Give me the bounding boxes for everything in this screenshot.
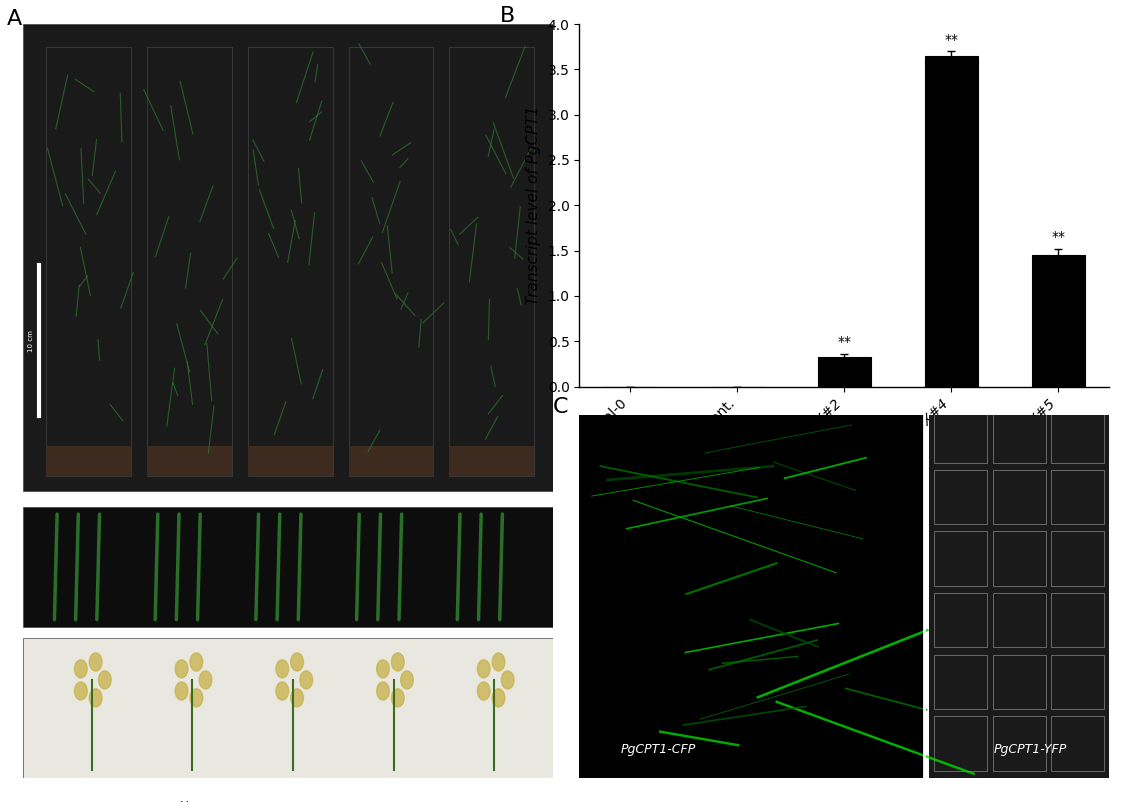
Circle shape xyxy=(377,682,389,700)
Text: **: ** xyxy=(1052,230,1065,245)
Circle shape xyxy=(401,671,413,689)
Circle shape xyxy=(478,660,490,678)
Circle shape xyxy=(199,671,212,689)
FancyBboxPatch shape xyxy=(23,24,552,492)
Text: PgCPT1-YFP: PgCPT1-YFP xyxy=(993,743,1066,756)
Circle shape xyxy=(75,660,87,678)
Circle shape xyxy=(492,653,505,671)
Circle shape xyxy=(276,660,289,678)
Circle shape xyxy=(190,689,203,707)
Circle shape xyxy=(501,671,514,689)
Circle shape xyxy=(190,653,203,671)
Circle shape xyxy=(291,689,303,707)
Y-axis label: Transcript level of PgCPT1: Transcript level of PgCPT1 xyxy=(525,106,541,305)
FancyBboxPatch shape xyxy=(147,446,232,476)
FancyBboxPatch shape xyxy=(23,638,552,778)
Text: C: C xyxy=(552,397,568,417)
Circle shape xyxy=(478,682,490,700)
Circle shape xyxy=(492,689,505,707)
FancyBboxPatch shape xyxy=(248,446,333,476)
Circle shape xyxy=(175,660,188,678)
Circle shape xyxy=(300,671,312,689)
FancyBboxPatch shape xyxy=(929,415,1109,778)
Bar xyxy=(925,56,978,387)
FancyBboxPatch shape xyxy=(23,507,552,627)
Circle shape xyxy=(392,653,404,671)
Text: 10 cm: 10 cm xyxy=(27,330,34,351)
Circle shape xyxy=(98,671,111,689)
Circle shape xyxy=(89,653,102,671)
Text: **: ** xyxy=(838,335,851,350)
Circle shape xyxy=(175,682,188,700)
Circle shape xyxy=(392,689,404,707)
Circle shape xyxy=(377,660,389,678)
FancyBboxPatch shape xyxy=(580,415,924,778)
FancyBboxPatch shape xyxy=(449,446,534,476)
FancyBboxPatch shape xyxy=(46,446,131,476)
Bar xyxy=(1031,255,1086,387)
Text: Vec.: Vec. xyxy=(181,800,204,802)
Text: B: B xyxy=(499,6,515,26)
Circle shape xyxy=(89,689,102,707)
FancyBboxPatch shape xyxy=(349,446,434,476)
Text: A: A xyxy=(7,9,22,29)
Text: **: ** xyxy=(944,33,959,47)
Circle shape xyxy=(276,682,289,700)
Bar xyxy=(817,357,872,387)
Text: PgCPT1-CFP: PgCPT1-CFP xyxy=(621,743,696,756)
Circle shape xyxy=(75,682,87,700)
Circle shape xyxy=(291,653,303,671)
